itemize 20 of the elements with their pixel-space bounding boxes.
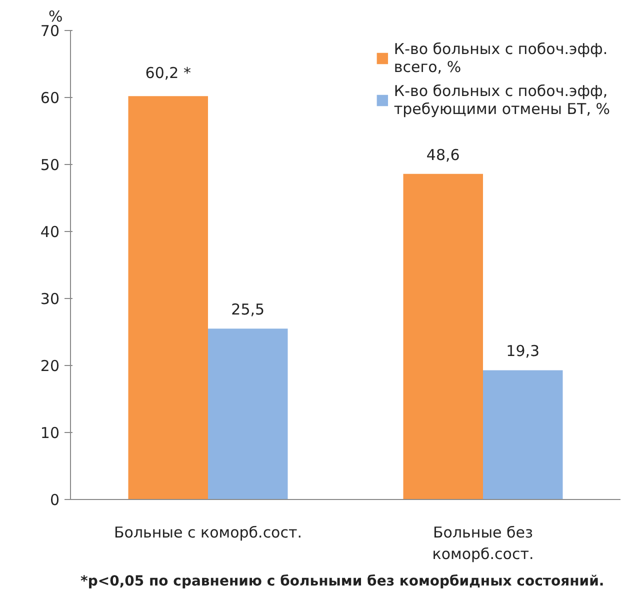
data-label: 25,5: [231, 300, 265, 319]
y-tick-label: 30: [40, 290, 60, 308]
bar: [403, 174, 483, 500]
y-tick-label: 60: [40, 89, 60, 107]
legend-label: К-во больных с побоч.эфф. всего, %: [394, 40, 608, 76]
bar: [208, 328, 288, 500]
y-tick-label: 0: [50, 491, 60, 509]
y-tick-label: 10: [40, 424, 60, 442]
bar: [128, 96, 208, 500]
y-tick-label: 50: [40, 156, 60, 174]
bar: [483, 370, 563, 500]
data-label: 19,3: [506, 342, 540, 360]
x-tick-label: Больные без коморб.сост.: [432, 524, 534, 564]
legend-label: К-во больных с побоч.эфф, требующими отмены БТ, %: [394, 82, 610, 118]
data-label: 60,2 *: [145, 64, 192, 82]
data-label: 48,6: [426, 146, 460, 164]
y-tick-label: 20: [40, 357, 60, 375]
text: *p<0,05 по сравнению с больными без коморбидных состояний.: [80, 574, 604, 590]
x-tick-label: Больные с коморб.сост.: [114, 524, 302, 542]
y-tick-label: 40: [40, 223, 60, 241]
